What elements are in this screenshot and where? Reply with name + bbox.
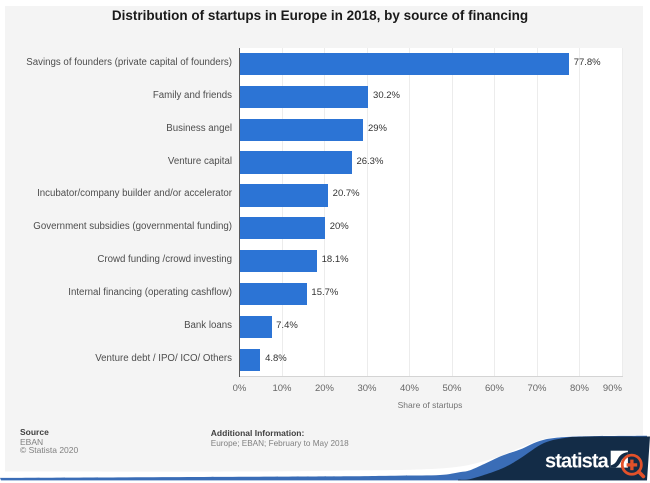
svg-text:statista: statista	[545, 451, 610, 473]
